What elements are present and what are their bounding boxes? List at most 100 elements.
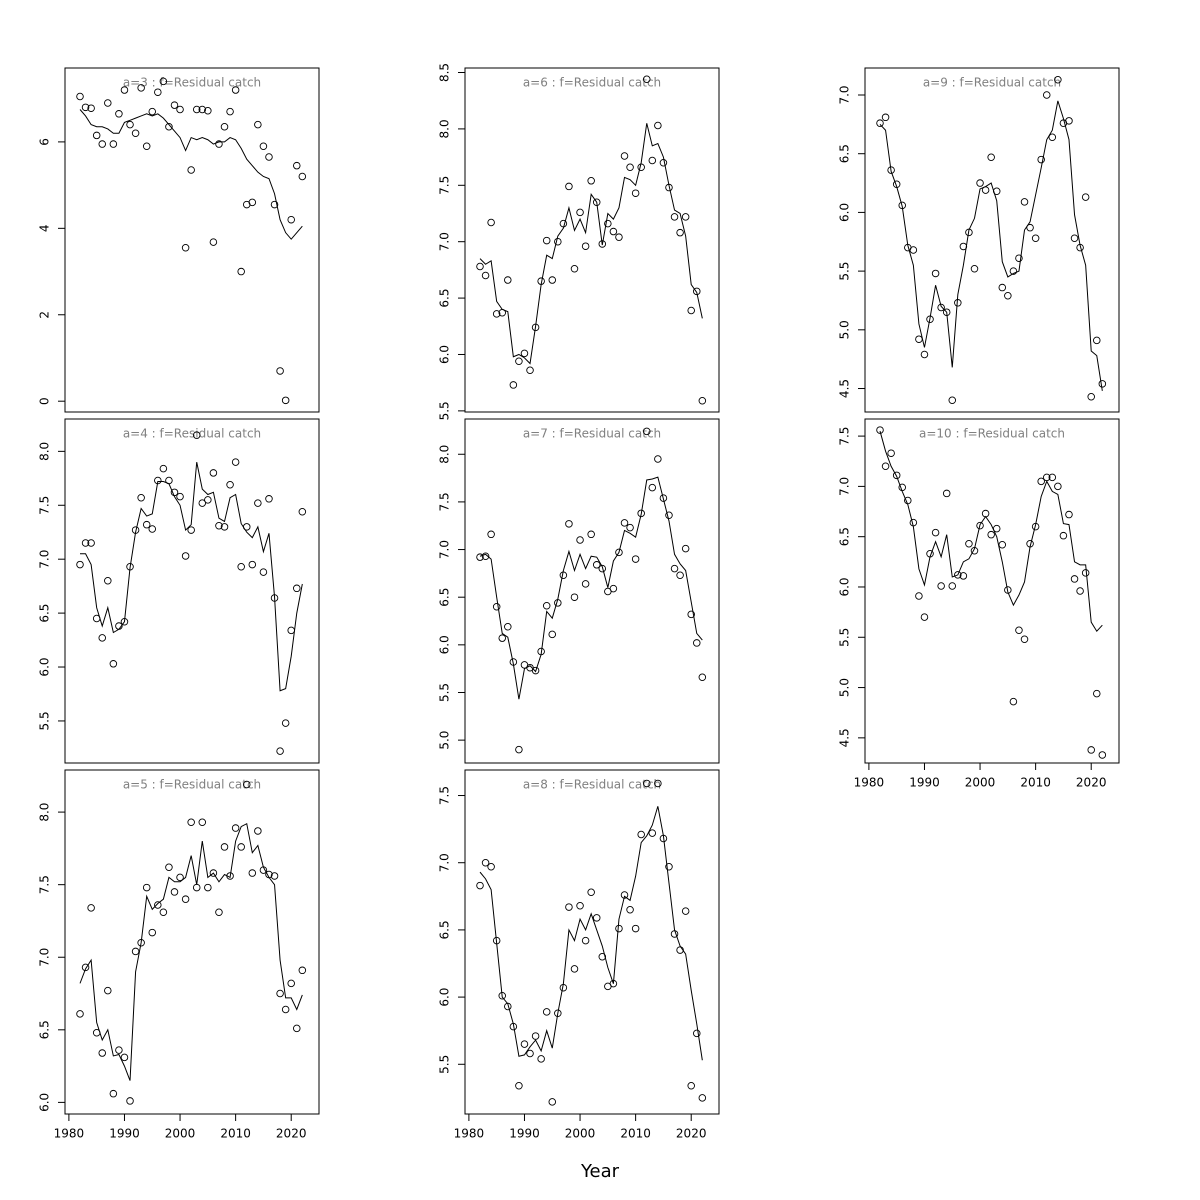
- data-point: [1093, 336, 1101, 345]
- data-point: [915, 335, 923, 343]
- data-point: [976, 521, 984, 530]
- y-tick-label: 5.0: [838, 320, 852, 339]
- panel-title: a=7 : f=Residual catch: [523, 427, 661, 441]
- y-tick-label: 7.5: [438, 786, 452, 805]
- data-point: [681, 907, 690, 915]
- y-tick-label: 6.0: [838, 577, 852, 596]
- data-point: [1070, 575, 1079, 583]
- data-point: [576, 208, 584, 217]
- data-point: [115, 110, 123, 118]
- data-point: [548, 630, 557, 639]
- data-point: [542, 1008, 551, 1016]
- data-point: [909, 246, 918, 254]
- data-point: [265, 153, 273, 161]
- data-point: [581, 936, 590, 945]
- data-point: [587, 888, 595, 897]
- data-point: [498, 634, 506, 642]
- x-tick-label: 1980: [454, 1127, 485, 1141]
- y-tick-label: 6.5: [438, 289, 452, 308]
- data-point: [187, 166, 195, 174]
- panel-title: a=6 : f=Residual catch: [523, 76, 661, 90]
- y-tick-label: 7.5: [38, 496, 52, 515]
- data-point: [265, 495, 273, 503]
- data-point: [570, 965, 579, 973]
- data-point: [481, 271, 490, 280]
- data-point: [887, 449, 895, 457]
- data-point: [215, 140, 223, 148]
- y-tick-label: 7.0: [438, 540, 452, 559]
- fitted-line: [479, 123, 703, 365]
- data-point: [120, 1053, 129, 1062]
- data-point: [231, 458, 240, 466]
- x-tick-label: 2000: [165, 1127, 196, 1141]
- data-point: [987, 530, 995, 539]
- plot-frame: [64, 769, 320, 1115]
- data-point: [937, 303, 945, 312]
- data-point: [487, 530, 495, 539]
- data-point: [192, 431, 201, 439]
- data-point: [631, 924, 640, 933]
- data-point: [581, 580, 590, 588]
- data-point: [281, 1005, 290, 1014]
- x-tick-label: 2020: [276, 1127, 307, 1141]
- y-tick-label: 5.0: [838, 678, 852, 697]
- data-point: [1015, 626, 1023, 634]
- data-point: [881, 462, 890, 471]
- data-point: [176, 492, 184, 501]
- data-point: [615, 924, 623, 933]
- data-point: [531, 1032, 540, 1040]
- data-point: [226, 107, 234, 116]
- data-point: [681, 544, 690, 553]
- data-point: [276, 747, 284, 755]
- x-tick-label: 2020: [1076, 776, 1107, 790]
- data-point: [637, 163, 645, 172]
- data-point: [254, 120, 262, 129]
- data-point: [542, 236, 551, 245]
- data-point: [276, 989, 284, 998]
- data-point: [554, 1009, 562, 1017]
- x-tick-label: 1990: [109, 1127, 140, 1141]
- data-point: [1048, 133, 1057, 142]
- fitted-line: [80, 462, 303, 692]
- y-tick-label: 8.0: [438, 445, 452, 464]
- data-point: [670, 213, 679, 221]
- data-point: [642, 427, 651, 436]
- data-point: [1004, 586, 1012, 594]
- y-tick-label: 6: [38, 138, 52, 146]
- data-point: [287, 626, 295, 635]
- data-point: [237, 267, 245, 276]
- data-point: [76, 560, 84, 569]
- y-tick-label: 7.0: [838, 85, 852, 104]
- data-point: [998, 540, 1007, 549]
- data-point: [698, 1094, 707, 1102]
- data-point: [259, 568, 268, 576]
- data-point: [948, 582, 957, 590]
- x-tick-label: 1980: [854, 776, 885, 790]
- data-point: [637, 830, 645, 839]
- data-point: [476, 262, 484, 271]
- data-point: [109, 140, 118, 148]
- data-point: [131, 947, 140, 956]
- data-point: [87, 539, 95, 547]
- y-tick-label: 5.5: [838, 628, 852, 647]
- y-tick-label: 5.5: [438, 683, 452, 702]
- data-point: [654, 455, 662, 463]
- data-point: [209, 238, 218, 246]
- data-point: [281, 719, 290, 727]
- data-point: [248, 560, 257, 569]
- data-point: [220, 123, 229, 131]
- data-point: [170, 101, 179, 109]
- data-point: [648, 483, 657, 492]
- data-point: [270, 200, 279, 209]
- x-tick-label: 2010: [620, 1127, 651, 1141]
- y-tick-label: 0: [38, 397, 52, 405]
- data-point: [592, 914, 601, 922]
- fitted-line: [79, 109, 303, 240]
- data-point: [148, 107, 157, 116]
- data-point: [659, 158, 668, 167]
- data-point: [1037, 155, 1045, 164]
- panel-title: a=5 : f=Residual catch: [123, 778, 261, 792]
- data-point: [148, 928, 157, 937]
- data-point: [698, 396, 707, 405]
- data-point: [131, 129, 140, 138]
